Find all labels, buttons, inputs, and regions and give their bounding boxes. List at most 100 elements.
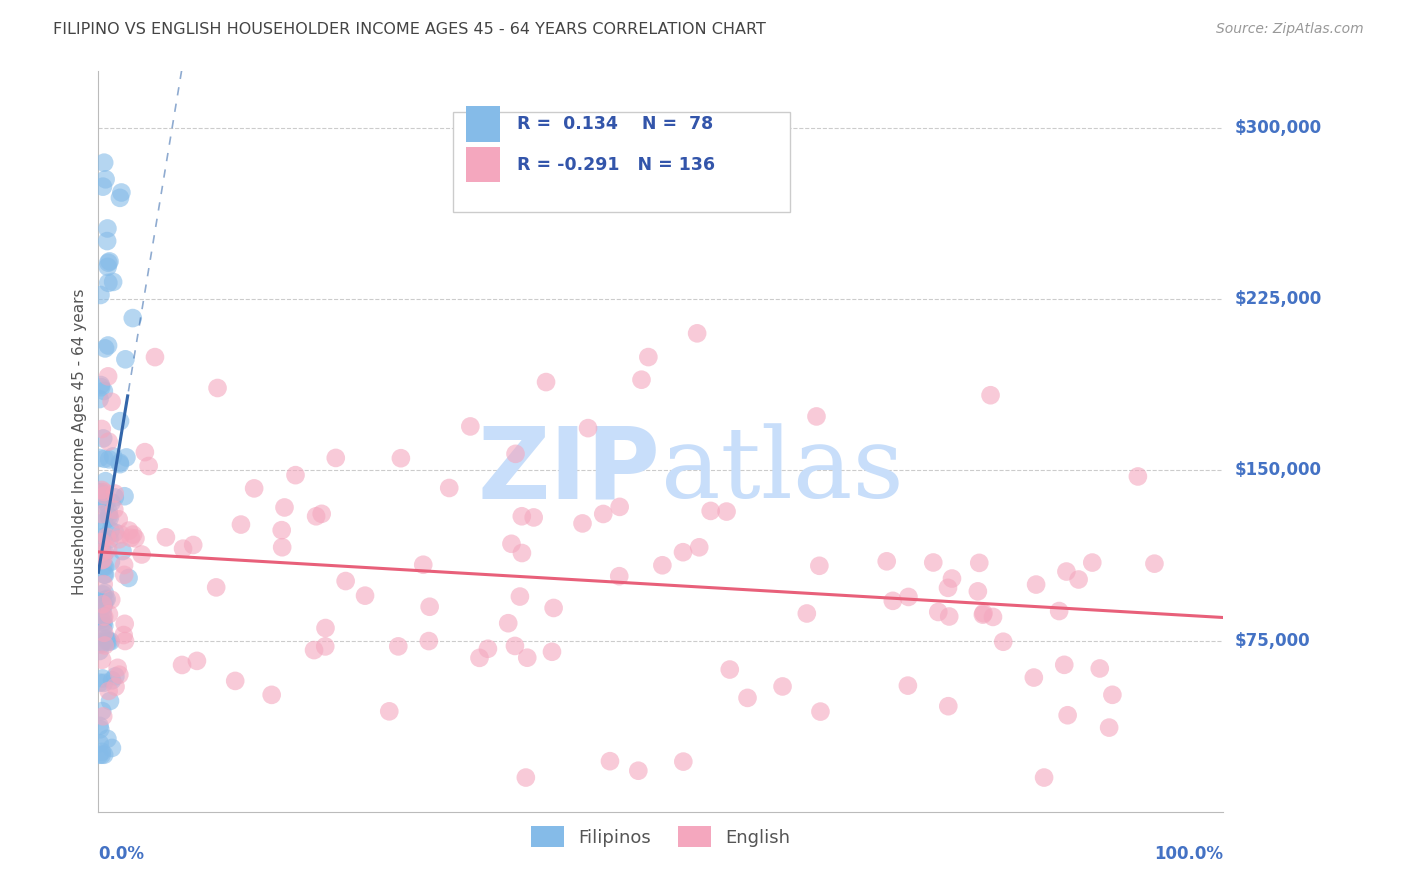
- Text: atlas: atlas: [661, 424, 904, 519]
- Point: [90, 553, 112, 567]
- Point: [1126, 469, 1149, 483]
- Point: [93, 625, 115, 640]
- Point: [966, 584, 988, 599]
- Point: [93, 559, 115, 574]
- Point: [94, 592, 117, 607]
- Point: [91, 621, 114, 635]
- Point: [718, 663, 741, 677]
- Point: [876, 554, 898, 568]
- Point: [967, 556, 990, 570]
- Point: [100, 555, 122, 569]
- Point: [91, 704, 114, 718]
- Point: [510, 509, 533, 524]
- Point: [90, 483, 112, 497]
- Point: [98, 694, 121, 708]
- Point: [97, 338, 120, 352]
- Point: [93, 586, 115, 600]
- Point: [90, 516, 112, 531]
- Point: [108, 414, 131, 428]
- Point: [93, 747, 115, 762]
- Point: [89, 392, 111, 406]
- Point: [510, 546, 533, 560]
- Point: [108, 456, 131, 470]
- Point: [91, 552, 114, 566]
- Point: [302, 643, 325, 657]
- Point: [89, 736, 111, 750]
- Point: [772, 680, 794, 694]
- Point: [1056, 708, 1078, 723]
- Point: [688, 541, 710, 555]
- Point: [419, 599, 441, 614]
- Point: [270, 523, 292, 537]
- Point: [477, 641, 499, 656]
- Point: [229, 517, 252, 532]
- Point: [100, 592, 122, 607]
- Point: [543, 601, 565, 615]
- Point: [90, 747, 112, 762]
- Point: [980, 388, 1002, 402]
- Point: [637, 350, 659, 364]
- Point: [104, 525, 127, 540]
- Point: [509, 590, 531, 604]
- Point: [98, 510, 121, 524]
- Point: [91, 611, 114, 625]
- Point: [94, 342, 117, 356]
- Point: [89, 636, 111, 650]
- Point: [97, 542, 120, 557]
- Point: [93, 546, 115, 560]
- Point: [938, 609, 960, 624]
- Point: [207, 381, 229, 395]
- Point: [104, 669, 127, 683]
- Point: [89, 723, 111, 737]
- Point: [96, 633, 118, 648]
- Point: [418, 634, 440, 648]
- FancyBboxPatch shape: [453, 112, 790, 212]
- Point: [90, 380, 112, 394]
- Point: [100, 495, 122, 509]
- Point: [91, 672, 114, 686]
- Point: [97, 509, 120, 524]
- Point: [981, 610, 1004, 624]
- Point: [93, 599, 115, 613]
- Point: [110, 527, 132, 541]
- Point: [387, 640, 409, 654]
- Point: [89, 719, 111, 733]
- Point: [592, 507, 614, 521]
- Point: [93, 639, 115, 653]
- Point: [897, 679, 920, 693]
- Point: [1033, 771, 1056, 785]
- Point: [131, 548, 153, 562]
- Point: [114, 634, 136, 648]
- Point: [108, 191, 131, 205]
- Point: [90, 613, 112, 627]
- Point: [993, 634, 1015, 648]
- Point: [90, 545, 112, 559]
- Point: [91, 545, 114, 559]
- Point: [378, 704, 401, 718]
- Point: [96, 221, 118, 235]
- Text: R =  0.134    N =  78: R = 0.134 N = 78: [517, 115, 713, 133]
- Point: [90, 637, 112, 651]
- Point: [155, 530, 177, 544]
- Y-axis label: Householder Income Ages 45 - 64 years: Householder Income Ages 45 - 64 years: [72, 288, 87, 595]
- Text: R = -0.291   N = 136: R = -0.291 N = 136: [517, 155, 714, 174]
- Point: [91, 653, 114, 667]
- Point: [89, 644, 111, 658]
- Point: [93, 515, 115, 529]
- Point: [98, 254, 121, 268]
- Text: $225,000: $225,000: [1234, 290, 1322, 308]
- Point: [107, 661, 129, 675]
- Point: [121, 311, 143, 326]
- Point: [91, 179, 114, 194]
- Point: [460, 419, 482, 434]
- Text: $300,000: $300,000: [1234, 120, 1322, 137]
- Point: [90, 485, 112, 500]
- FancyBboxPatch shape: [467, 147, 501, 183]
- Point: [107, 512, 129, 526]
- Point: [100, 634, 122, 648]
- Point: [98, 533, 121, 547]
- Point: [118, 524, 141, 538]
- Point: [100, 524, 122, 538]
- Legend: Filipinos, English: Filipinos, English: [524, 819, 797, 855]
- Point: [103, 502, 125, 516]
